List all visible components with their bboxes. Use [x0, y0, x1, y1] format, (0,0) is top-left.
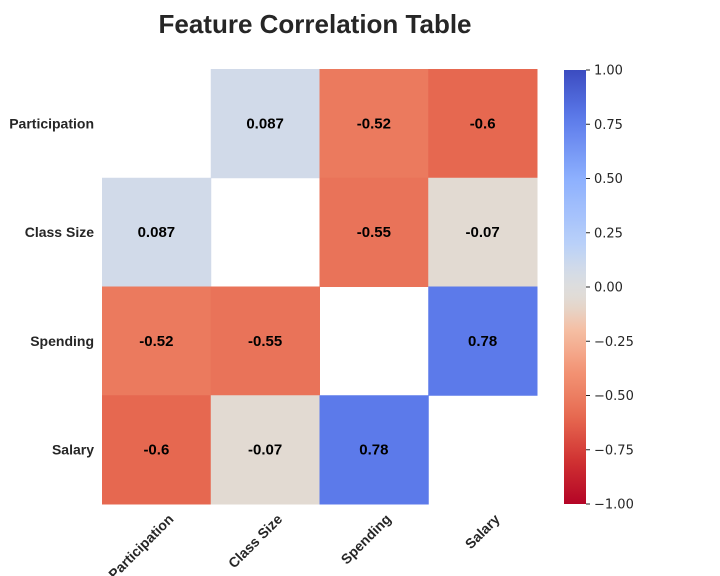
heatmap-cell-spending-class-size [210, 286, 320, 396]
cell-value-label: -0.55 [248, 333, 282, 350]
cell-value-label: -0.52 [139, 333, 173, 350]
cell-value-label: 0.087 [138, 224, 176, 241]
cell-value-label: 0.087 [246, 115, 284, 132]
column-label-salary: Salary [462, 511, 503, 552]
heatmap-cell-class-size-participation [102, 177, 212, 287]
heatmap-cell-salary-spending [319, 395, 429, 505]
cell-value-label: -0.07 [466, 224, 500, 241]
colorbar: 1.00 0.75 0.50 0.25 0.00 −0.25 −0.50 −0.75 −1.00 [564, 64, 634, 513]
colorbar-tick-label: −0.75 [594, 443, 634, 458]
heatmap-cell-participation-class-size [210, 69, 320, 179]
heatmap-cell-salary-participation [102, 395, 212, 505]
colorbar-tick-label: 0.00 [594, 281, 623, 296]
column-label-participation: Participation [105, 511, 176, 576]
row-label-salary: Salary [52, 442, 94, 458]
colorbar-tick-label: 1.00 [594, 64, 623, 79]
colorbar-gradient [564, 70, 586, 504]
column-label-class-size: Class Size [225, 511, 285, 571]
heatmap-cells: 0.087 -0.52 -0.6 0.087 -0.55 -0.07 -0.52 -0.55 0… [102, 69, 538, 505]
heatmap-cell-participation-salary [428, 69, 538, 179]
heatmap-cell-class-size-salary [428, 177, 538, 287]
heatmap-cell-class-size-spending [319, 177, 429, 287]
row-label-spending: Spending [30, 333, 94, 349]
cell-value-label: -0.55 [357, 224, 391, 241]
cell-value-label: -0.6 [143, 442, 169, 459]
heatmap-cell-salary-class-size [210, 395, 320, 505]
cell-value-label: 0.78 [359, 442, 388, 459]
colorbar-tick-label: 0.75 [594, 118, 623, 133]
column-label-spending: Spending [338, 511, 394, 567]
cell-value-label: -0.07 [248, 442, 282, 459]
chart-title: Feature Correlation Table [158, 9, 471, 39]
colorbar-tick-label: 0.50 [594, 172, 623, 187]
heatmap-cell-spending-participation [102, 286, 212, 396]
colorbar-tick-label: 0.25 [594, 226, 623, 241]
heatmap-cell-participation-spending [319, 69, 429, 179]
colorbar-tick-label: −1.00 [594, 498, 634, 513]
heatmap-cell-spending-salary [428, 286, 538, 396]
row-label-class-size: Class Size [25, 224, 94, 240]
row-labels: Participation Class Size Spending Salary [9, 115, 94, 457]
cell-value-label: -0.6 [470, 115, 496, 132]
cell-value-label: -0.52 [357, 115, 391, 132]
colorbar-tick-label: −0.50 [594, 389, 634, 404]
row-label-participation: Participation [9, 115, 94, 131]
column-labels: Participation Class Size Spending Salary [105, 511, 503, 576]
colorbar-tick-label: −0.25 [594, 335, 634, 350]
cell-value-label: 0.78 [468, 333, 497, 350]
